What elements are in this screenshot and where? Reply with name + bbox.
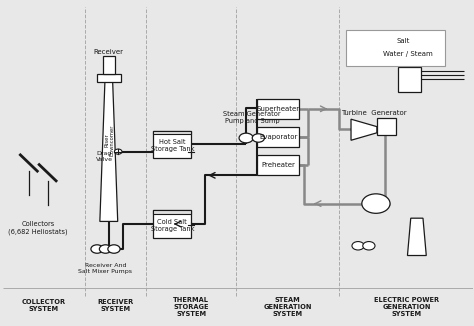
Text: RECEIVER
SYSTEM: RECEIVER SYSTEM xyxy=(98,299,134,312)
Circle shape xyxy=(108,245,120,253)
Text: Turbine  Generator: Turbine Generator xyxy=(341,110,406,116)
Text: Riser: Riser xyxy=(104,133,109,147)
Text: STEAM
GENERATION
SYSTEM: STEAM GENERATION SYSTEM xyxy=(263,297,312,318)
Polygon shape xyxy=(408,218,426,256)
Bar xyxy=(97,74,120,82)
Bar xyxy=(257,155,299,175)
Text: Salt: Salt xyxy=(396,38,410,44)
Bar xyxy=(154,210,191,214)
Circle shape xyxy=(239,133,253,143)
Text: Drag
Valve: Drag Valve xyxy=(96,151,113,162)
Bar xyxy=(154,210,191,238)
Text: Hot Salt
Storage Tank: Hot Salt Storage Tank xyxy=(151,140,194,153)
Text: Downcomer: Downcomer xyxy=(109,125,114,156)
Bar xyxy=(377,118,396,135)
Text: Receiver And
Salt Mixer Pumps: Receiver And Salt Mixer Pumps xyxy=(79,263,133,274)
Bar xyxy=(257,99,299,119)
Circle shape xyxy=(363,242,375,250)
Text: THERMAL
STORAGE
SYSTEM: THERMAL STORAGE SYSTEM xyxy=(173,297,209,318)
Circle shape xyxy=(91,245,103,253)
Bar xyxy=(154,130,191,134)
Polygon shape xyxy=(100,79,118,221)
Text: Collectors
(6,682 Heliostats): Collectors (6,682 Heliostats) xyxy=(9,221,68,235)
Text: COLLECTOR
SYSTEM: COLLECTOR SYSTEM xyxy=(22,299,66,312)
Text: Superheater: Superheater xyxy=(256,106,300,112)
Circle shape xyxy=(352,242,364,250)
Bar xyxy=(154,130,191,158)
Circle shape xyxy=(252,134,264,142)
Text: Cold Salt
Storage Tank: Cold Salt Storage Tank xyxy=(151,219,194,232)
Text: Water / Steam: Water / Steam xyxy=(383,51,432,57)
Circle shape xyxy=(362,194,390,213)
Bar xyxy=(398,67,420,92)
Text: ELECTRIC POWER
GENERATION
SYSTEM: ELECTRIC POWER GENERATION SYSTEM xyxy=(374,297,439,318)
Text: Evaporator: Evaporator xyxy=(259,134,297,140)
Bar xyxy=(257,127,299,147)
Bar xyxy=(103,56,115,74)
Bar xyxy=(346,30,445,66)
Polygon shape xyxy=(351,119,377,140)
Text: Receiver: Receiver xyxy=(94,49,124,55)
Circle shape xyxy=(114,149,122,154)
Text: Steam Generator
Pump and Sump: Steam Generator Pump and Sump xyxy=(223,111,281,124)
Circle shape xyxy=(100,245,111,253)
Text: Preheater: Preheater xyxy=(261,162,295,168)
